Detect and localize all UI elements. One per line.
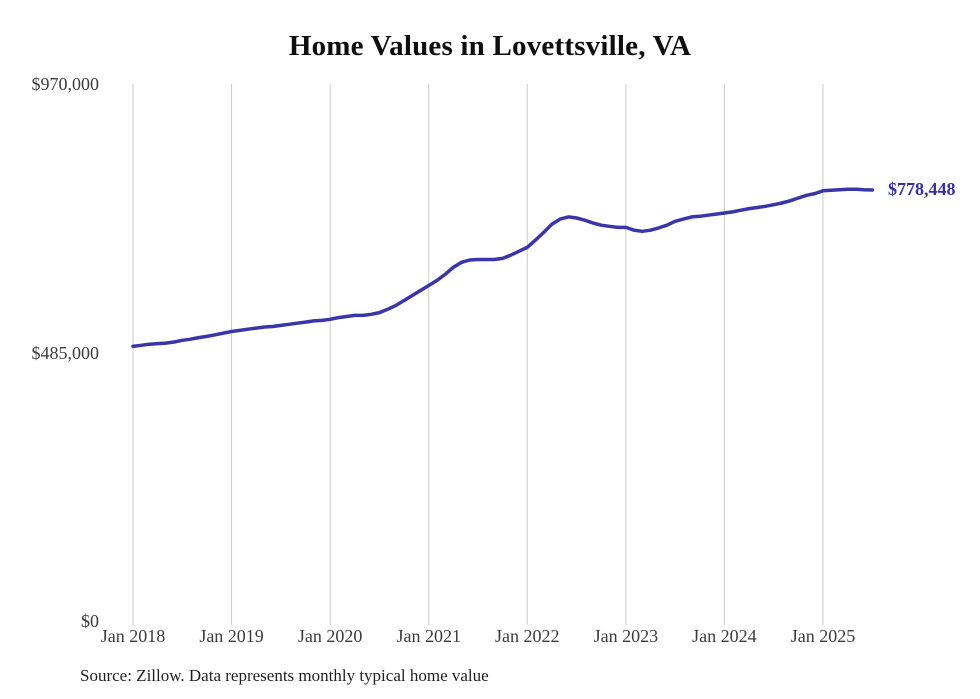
y-tick-label-485000: $485,000 [31,342,100,363]
x-tick-label-jan-2023: Jan 2023 [593,626,659,646]
chart-title: Home Values in Lovettsville, VA [288,30,692,62]
vertical-gridlines [132,84,824,625]
x-tick-label-jan-2021: Jan 2021 [396,626,461,646]
y-tick-label-970000: $970,000 [31,74,100,94]
x-tick-label-jan-2019: Jan 2019 [199,626,264,646]
x-tick-label-jan-2018: Jan 2018 [100,626,166,646]
x-tick-label-jan-2020: Jan 2020 [297,626,363,646]
home-value-line [131,187,875,349]
x-tick-label-jan-2025: Jan 2025 [790,626,856,646]
y-tick-label-0: $0 [81,611,99,631]
source-note: Source: Zillow. Data represents monthly … [80,666,489,685]
x-tick-label-jan-2024: Jan 2024 [692,626,757,646]
current-value-label: $778,448 [888,179,956,200]
x-tick-label-jan-2022: Jan 2022 [495,626,560,646]
